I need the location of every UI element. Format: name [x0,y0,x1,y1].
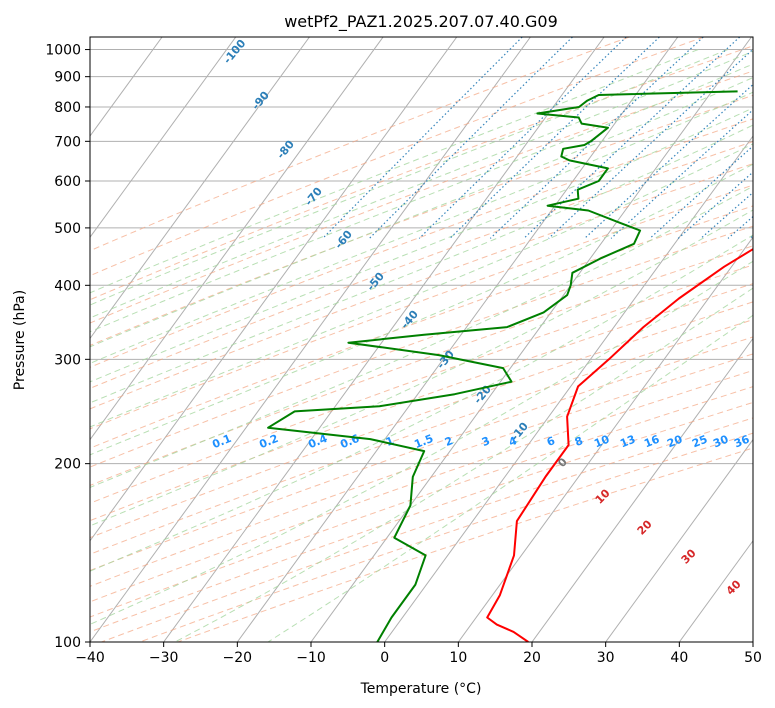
isotherm--40 [90,37,531,642]
y-tick-label: 400 [54,278,81,294]
dry-adiabat-140 [90,353,753,587]
mixing-ratio-line [368,37,573,239]
x-tick-label: −30 [149,650,179,666]
moist-adiabat-20 [90,163,753,456]
mixing-ratio-line [418,37,627,239]
mixing-ratio-line [749,235,753,239]
x-tick-label: 10 [449,650,467,666]
mixing-ratio-label: 1 [384,434,396,449]
isotherm--50 [90,37,458,542]
dry-adiabat-90 [90,264,753,504]
mixing-ratio-line [548,48,753,239]
mixing-ratio-label: 10 [592,433,611,451]
dry-adiabat-80 [90,245,753,486]
dry-adiabat-60 [90,205,753,449]
dry-adiabat-110 [90,301,753,539]
moist-adiabat--16 [90,49,699,294]
isotherm--70 [90,37,310,340]
x-tick-label: 30 [597,650,615,666]
x-tick-label: 0 [380,650,389,666]
x-tick-label: 20 [523,650,541,666]
x-tick-label: −20 [223,650,253,666]
dry-adiabat-20 [90,118,753,368]
mixing-ratio-line [523,37,741,239]
isotherm-30 [605,438,753,642]
dry-adiabat--20 [90,37,705,277]
x-axis-label: Temperature (°C) [360,681,482,697]
axes: −40 −30 −20 −10 0 10 20 30 40 50 100 200 300 400 500 60… [45,36,762,666]
plot-background [90,37,753,642]
y-axis-label: Pressure (hPa) [12,290,28,390]
dry-adiabat-150 [90,369,753,603]
dry-adiabat--10 [90,45,753,301]
isotherm-50 [752,641,753,642]
x-tick-label: 50 [744,650,762,666]
mixing-ratio-label: 2 [443,434,455,449]
moist-adiabat-8 [90,107,753,383]
isotherm--20 [236,37,679,642]
plot-area [90,37,753,642]
x-tick-label: −40 [75,650,105,666]
dewpoint-line [267,90,738,642]
x-tick-label: −10 [296,650,326,666]
isotherm-10 [457,236,753,642]
y-tick-label: 800 [54,100,81,116]
y-tick-label: 900 [54,70,81,86]
moist-adiabat-16 [90,143,753,428]
temperature-line [486,247,753,642]
y-tick-label: 700 [54,134,81,150]
dry-adiabat-120 [90,319,753,555]
dry-adiabat-0 [90,70,753,324]
mixing-ratio-label: 36 [732,433,751,451]
mixing-ratio-label: 13 [618,433,637,451]
chart-title: wetPf2_PAZ1.2025.207.07.40.G09 [284,12,558,32]
y-tick-label: 500 [54,221,81,237]
y-tick-label: 600 [54,174,81,190]
mixing-ratio-label: 3 [480,434,492,449]
mixing-ratio-label: 30 [711,433,730,451]
mixing-ratio-label: 8 [573,434,585,449]
plot-frame [89,36,754,643]
mixing-ratio-label: 25 [690,433,709,451]
isotherm-0 [384,135,753,642]
isotherm-20 [531,337,753,642]
dry-adiabat-10 [90,94,753,347]
isotherm--60 [90,37,384,441]
dry-adiabat--30 [90,37,630,252]
isotherm--80 [90,37,237,239]
moist-adiabat-40 [174,287,753,642]
mixing-ratio-label: 16 [642,433,661,451]
mixing-ratio-label: 20 [665,433,684,451]
moist-adiabat-24 [90,185,753,488]
sounding-series [267,90,753,642]
x-tick-label: 40 [670,650,688,666]
isotherm--10 [310,37,752,642]
y-tick-label: 300 [54,352,81,368]
y-tick-label: 100 [54,635,81,651]
y-tick-label: 1000 [45,43,81,59]
moist-adiabat--4 [90,63,753,333]
y-tick-label: 200 [54,457,81,473]
